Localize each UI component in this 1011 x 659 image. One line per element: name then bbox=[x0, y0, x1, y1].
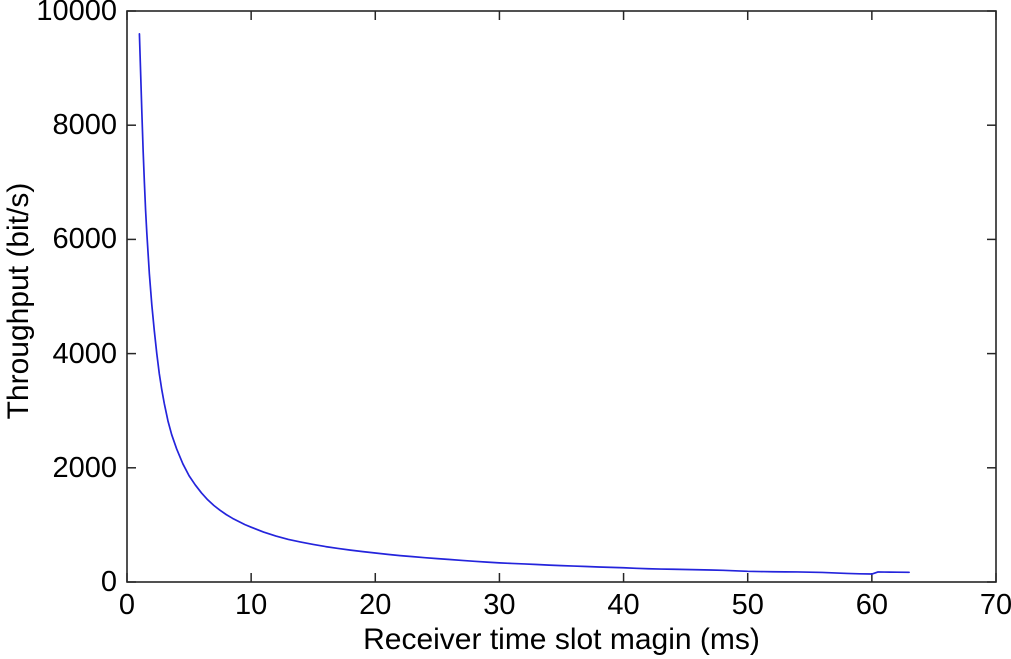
y-tick-label: 6000 bbox=[52, 223, 117, 256]
y-tick-label: 2000 bbox=[52, 451, 117, 484]
throughput-curve bbox=[138, 32, 910, 575]
x-tick-label: 70 bbox=[979, 589, 1011, 621]
y-tick-label: 0 bbox=[100, 566, 117, 598]
x-tick-label: 10 bbox=[235, 589, 268, 621]
x-tick-label: 30 bbox=[483, 589, 516, 621]
x-tick-label: 0 bbox=[118, 589, 136, 621]
x-tick-label: 40 bbox=[607, 589, 640, 621]
y-tick-label: 10000 bbox=[36, 0, 117, 27]
x-tick-label: 50 bbox=[731, 589, 764, 621]
y-tick-label: 8000 bbox=[52, 109, 117, 142]
y-tick-label: 4000 bbox=[52, 337, 117, 370]
x-tick-label: 60 bbox=[855, 589, 888, 621]
x-axis-label: Receiver time slot magin (ms) bbox=[363, 623, 760, 656]
axes-box bbox=[126, 10, 997, 583]
x-tick-label: 20 bbox=[359, 589, 392, 621]
y-axis-label: Throughput (bit/s) bbox=[2, 182, 35, 420]
